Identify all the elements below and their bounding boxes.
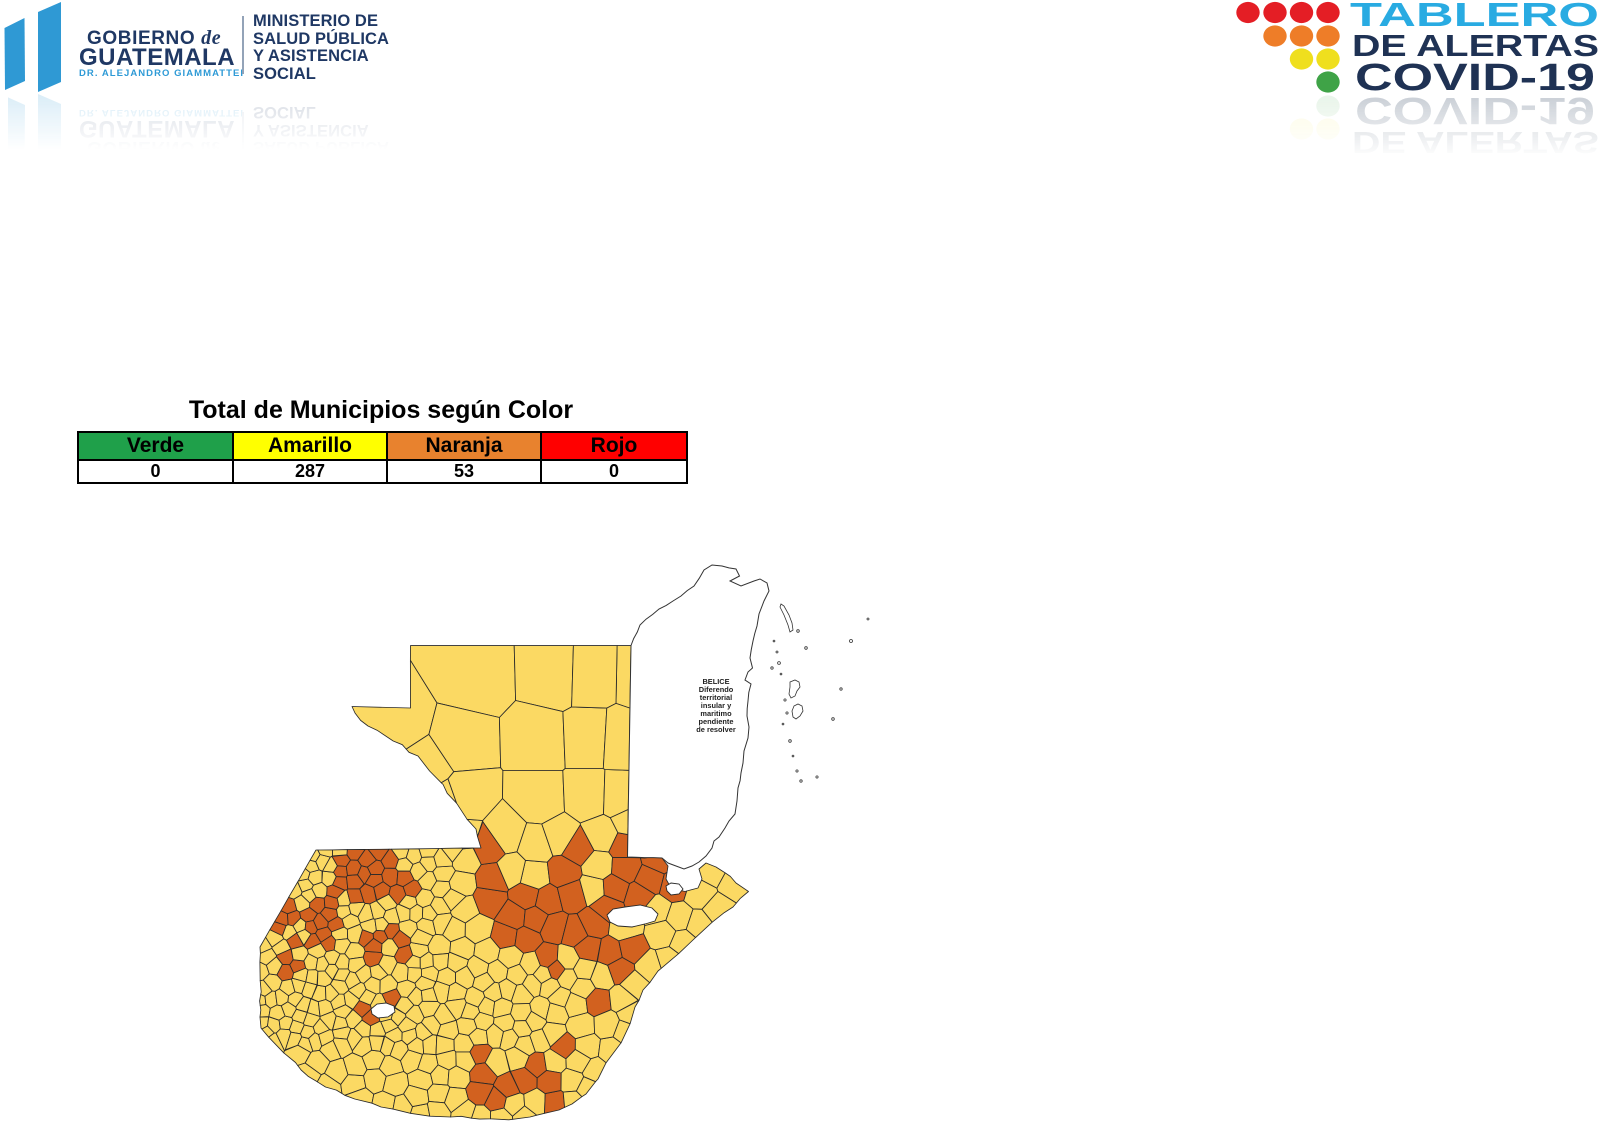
svg-text:maritimo: maritimo — [700, 709, 732, 718]
svg-text:pendiente: pendiente — [699, 717, 734, 726]
svg-text:Diferendo: Diferendo — [699, 685, 734, 694]
svg-text:DE ALERTAS: DE ALERTAS — [1352, 125, 1599, 160]
svg-text:COVID-19: COVID-19 — [1355, 57, 1595, 99]
svg-text:TABLERO: TABLERO — [1350, 0, 1599, 33]
svg-text:TABLERO: TABLERO — [1350, 155, 1599, 188]
svg-text:DE ALERTAS: DE ALERTAS — [1352, 28, 1599, 63]
svg-text:insular y: insular y — [701, 701, 732, 710]
svg-text:territorial: territorial — [700, 693, 732, 702]
svg-text:COVID-19: COVID-19 — [1355, 89, 1595, 131]
svg-text:de resolver: de resolver — [696, 725, 736, 734]
svg-text:BELICE: BELICE — [702, 677, 729, 686]
